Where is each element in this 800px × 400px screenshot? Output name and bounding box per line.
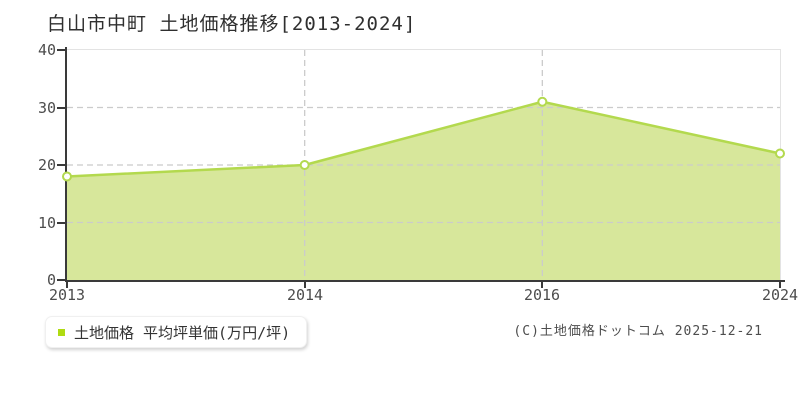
legend-box: 土地価格 平均坪単価(万円/坪) xyxy=(45,316,308,348)
copyright-text: (C)土地価格ドットコム 2025-12-21 xyxy=(513,324,763,339)
x-tick-mark xyxy=(66,282,68,288)
plot-area[interactable] xyxy=(62,50,785,280)
series-line xyxy=(66,100,781,178)
plot-frame-top xyxy=(67,49,781,50)
x-tick-label: 2014 xyxy=(286,286,324,304)
plot-frame-right xyxy=(780,49,781,281)
x-tick-label: 2013 xyxy=(48,286,86,304)
x-axis-line xyxy=(65,280,785,282)
y-tick-mark xyxy=(57,222,65,224)
area-fill xyxy=(67,101,780,280)
y-tick-label: 40 xyxy=(37,41,56,59)
y-tick-mark xyxy=(57,279,65,281)
y-tick-mark xyxy=(57,164,65,166)
y-axis-line xyxy=(65,47,67,282)
data-point-marker[interactable] xyxy=(299,160,310,170)
series-legend-label: 土地価格 平均坪単価(万円/坪) xyxy=(74,323,291,342)
x-tick-mark xyxy=(541,282,543,288)
y-tick-label: 0 xyxy=(46,271,56,289)
data-point-marker[interactable] xyxy=(775,148,785,159)
data-point-marker[interactable] xyxy=(62,171,72,182)
y-tick-mark xyxy=(57,107,65,109)
y-tick-mark xyxy=(57,49,65,51)
y-tick-label: 10 xyxy=(37,214,56,232)
data-point-marker[interactable] xyxy=(537,96,548,107)
x-tick-label: 2024 xyxy=(761,286,799,304)
x-tick-label: 2016 xyxy=(523,286,561,304)
y-tick-label: 20 xyxy=(37,156,56,174)
series-legend-marker-icon xyxy=(58,328,65,336)
chart-title: 白山市中町 土地価格推移[2013-2024] xyxy=(47,13,417,35)
y-tick-label: 30 xyxy=(37,99,56,117)
x-tick-mark xyxy=(779,282,781,288)
x-tick-mark xyxy=(304,282,306,288)
